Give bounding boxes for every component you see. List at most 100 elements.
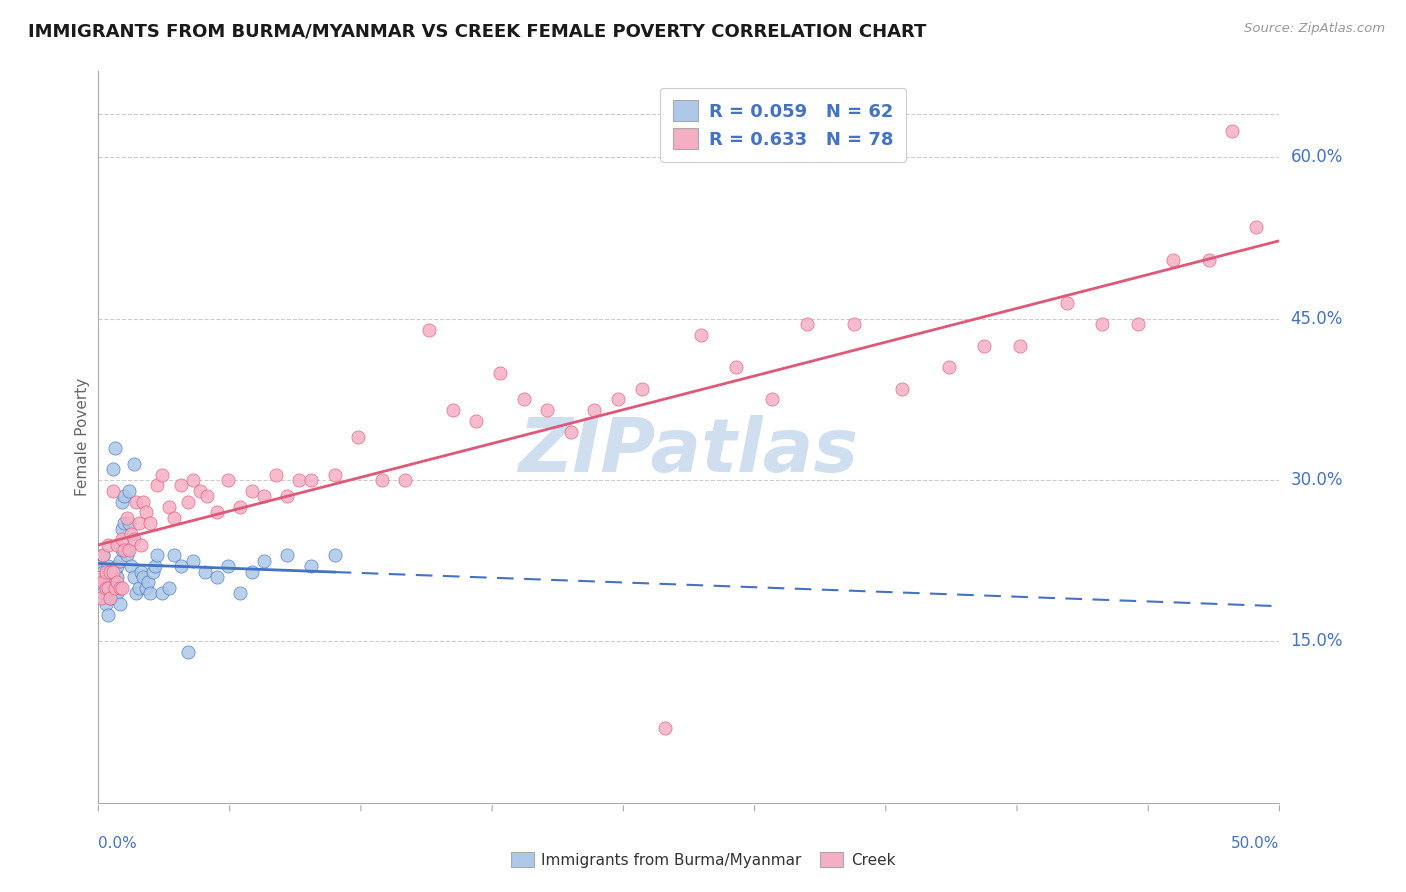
Point bbox=[115, 549, 138, 563]
Point bbox=[91, 565, 114, 579]
Point bbox=[105, 570, 128, 584]
Point bbox=[253, 554, 276, 568]
Point bbox=[583, 403, 606, 417]
Point bbox=[90, 581, 112, 595]
Point bbox=[115, 510, 138, 524]
Point bbox=[105, 575, 128, 590]
Point bbox=[973, 339, 995, 353]
Text: ZIPatlas: ZIPatlas bbox=[519, 415, 859, 488]
Point bbox=[112, 516, 135, 530]
Point bbox=[108, 581, 131, 595]
Point bbox=[129, 538, 152, 552]
Point bbox=[118, 543, 141, 558]
Point bbox=[94, 570, 117, 584]
Point bbox=[91, 549, 114, 563]
Point bbox=[128, 581, 150, 595]
Point bbox=[465, 414, 488, 428]
Point bbox=[111, 581, 134, 595]
Point bbox=[104, 581, 127, 595]
Point bbox=[90, 570, 112, 584]
Point bbox=[299, 559, 322, 574]
Point bbox=[394, 473, 416, 487]
Text: 50.0%: 50.0% bbox=[1232, 836, 1279, 851]
Point bbox=[105, 559, 128, 574]
Point bbox=[94, 575, 117, 590]
Point bbox=[101, 483, 124, 498]
Point bbox=[150, 467, 173, 482]
Point bbox=[146, 549, 169, 563]
Point bbox=[163, 549, 186, 563]
Point bbox=[1091, 317, 1114, 331]
Point bbox=[1220, 123, 1243, 137]
Point bbox=[129, 565, 152, 579]
Text: 45.0%: 45.0% bbox=[1291, 310, 1343, 327]
Point bbox=[104, 441, 127, 455]
Point bbox=[299, 473, 322, 487]
Point bbox=[112, 543, 135, 558]
Point bbox=[125, 586, 148, 600]
Point bbox=[143, 559, 166, 574]
Point bbox=[139, 586, 162, 600]
Point bbox=[135, 581, 157, 595]
Point bbox=[139, 516, 162, 530]
Legend: R = 0.059   N = 62, R = 0.633   N = 78: R = 0.059 N = 62, R = 0.633 N = 78 bbox=[661, 87, 907, 162]
Point bbox=[94, 565, 117, 579]
Text: Source: ZipAtlas.com: Source: ZipAtlas.com bbox=[1244, 22, 1385, 36]
Point bbox=[91, 575, 114, 590]
Point bbox=[371, 473, 394, 487]
Point bbox=[104, 586, 127, 600]
Point bbox=[97, 581, 120, 595]
Point bbox=[97, 538, 120, 552]
Point bbox=[157, 500, 180, 514]
Point bbox=[97, 581, 120, 595]
Point bbox=[122, 570, 145, 584]
Point bbox=[108, 554, 131, 568]
Point bbox=[111, 543, 134, 558]
Point bbox=[205, 505, 228, 519]
Point bbox=[560, 425, 582, 439]
Point bbox=[101, 565, 124, 579]
Point bbox=[90, 591, 112, 606]
Point bbox=[512, 392, 534, 407]
Point bbox=[108, 597, 131, 611]
Point bbox=[90, 559, 112, 574]
Point bbox=[136, 575, 159, 590]
Point bbox=[97, 607, 120, 622]
Point bbox=[177, 645, 200, 659]
Text: 0.0%: 0.0% bbox=[98, 836, 138, 851]
Text: 60.0%: 60.0% bbox=[1291, 148, 1343, 167]
Point bbox=[1126, 317, 1149, 331]
Point bbox=[98, 565, 121, 579]
Point bbox=[725, 360, 748, 375]
Point bbox=[195, 489, 218, 503]
Point bbox=[276, 549, 298, 563]
Point bbox=[181, 554, 204, 568]
Point bbox=[101, 462, 124, 476]
Point bbox=[98, 591, 121, 606]
Point bbox=[125, 494, 148, 508]
Point bbox=[163, 510, 186, 524]
Point bbox=[217, 473, 239, 487]
Point bbox=[128, 516, 150, 530]
Point bbox=[1056, 295, 1078, 310]
Point bbox=[142, 565, 165, 579]
Legend: Immigrants from Burma/Myanmar, Creek: Immigrants from Burma/Myanmar, Creek bbox=[505, 846, 901, 873]
Point bbox=[115, 543, 138, 558]
Point bbox=[796, 317, 818, 331]
Point bbox=[98, 565, 121, 579]
Point bbox=[205, 570, 228, 584]
Text: 30.0%: 30.0% bbox=[1291, 471, 1343, 489]
Point bbox=[890, 382, 912, 396]
Point bbox=[630, 382, 652, 396]
Point bbox=[288, 473, 311, 487]
Point bbox=[101, 570, 124, 584]
Point bbox=[94, 597, 117, 611]
Point bbox=[94, 581, 117, 595]
Point bbox=[229, 586, 252, 600]
Point bbox=[105, 586, 128, 600]
Point bbox=[118, 483, 141, 498]
Point bbox=[938, 360, 960, 375]
Point bbox=[146, 478, 169, 492]
Point bbox=[253, 489, 276, 503]
Point bbox=[1008, 339, 1031, 353]
